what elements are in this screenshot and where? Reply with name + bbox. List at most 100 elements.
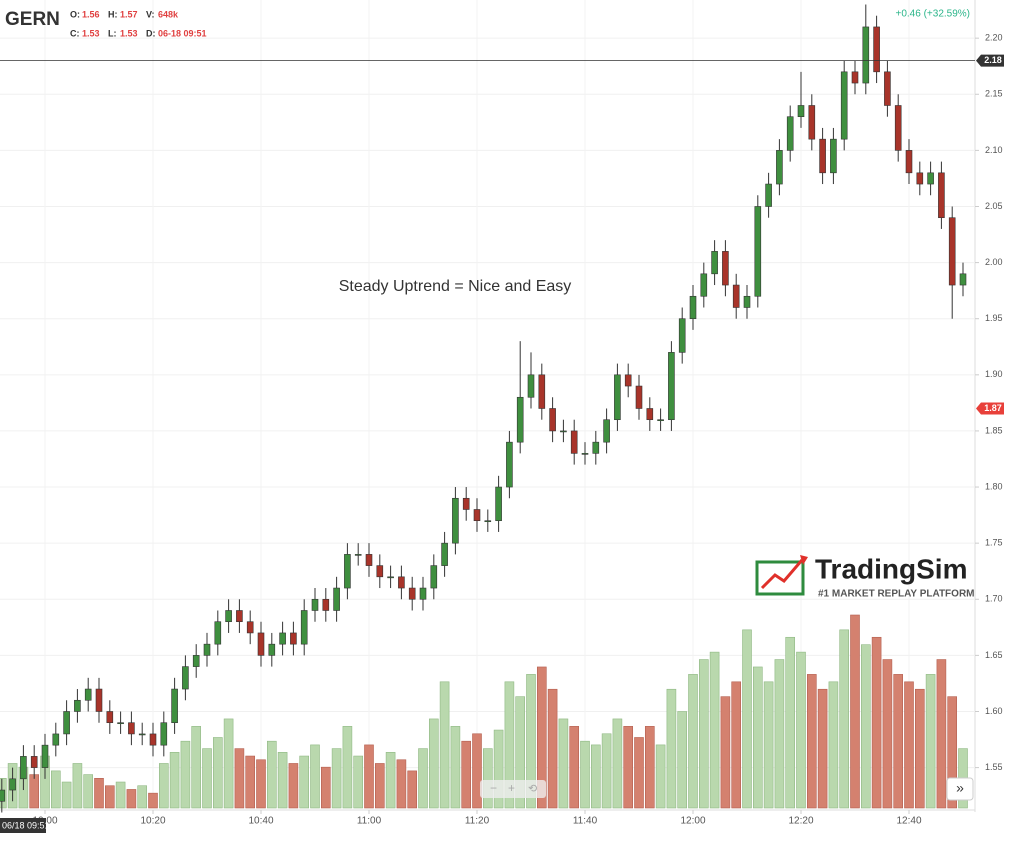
volume-bar [558,718,569,809]
candle-body [797,105,805,118]
volume-bar [482,748,493,809]
candle-body [581,453,589,455]
logo [755,555,808,596]
candle-body [873,26,880,73]
volume-bar [806,674,817,809]
zoom-reset[interactable]: ⟲ [528,783,537,795]
tagline: #1 MARKET REPLAY PLATFORM [818,589,975,600]
zoom-bar[interactable] [480,780,546,798]
volume-bar [126,789,137,809]
candle-body [624,374,632,387]
volume-bar [223,718,234,809]
candle-body [462,497,470,510]
candle-body [376,565,384,578]
candle-body [430,565,438,589]
y-tick-label: 2.05 [985,201,1003,211]
candle-body [689,295,697,320]
volume-bar [266,740,277,809]
candle-body [927,172,934,185]
volume-bar [202,748,212,809]
x-tick-label: 12:20 [788,816,813,827]
volume-bar [105,785,115,809]
ohlc-value: 1.57 [120,9,138,19]
logo-cart [755,560,805,596]
volume-bar [94,778,104,809]
candle-body [149,733,157,746]
zoom-controls[interactable]: − + ⟲ [480,780,546,798]
scroll-right-box[interactable] [946,777,974,801]
ohlc-label: O: [70,9,80,19]
volume-bar [936,659,947,809]
volume-bar [137,785,147,809]
candle-body [549,408,556,432]
y-tick-label: 1.55 [985,762,1003,772]
candle-body [279,632,286,645]
candle-body [74,699,81,712]
candle-body [884,71,891,106]
logo-arrow [760,559,804,590]
volume-bar [914,688,925,809]
candle-body [160,722,168,746]
volume-bar [50,770,61,809]
x-tick-label: 10:40 [248,816,273,827]
scroll-right-icon[interactable]: » [956,780,964,796]
volume-bar [320,766,331,809]
candle-body [128,722,135,735]
candle-body [765,183,772,207]
candle-body [214,621,222,645]
ohlc-label: C: [70,28,80,38]
candle-body [700,273,708,297]
candle-body [657,419,664,422]
candle-body [851,71,859,84]
volume-bar [256,759,266,809]
ohlc-label: L: [108,28,117,38]
candle-body [527,374,535,398]
volume-bar [115,781,126,809]
volume-bar [213,737,223,809]
volume-bar [504,681,515,809]
candle-body [192,655,200,667]
volume-bar [871,636,882,809]
candle-body [333,587,340,611]
ohlc-label: H: [108,9,118,19]
volume-bar [288,763,299,809]
candle-body [722,251,729,286]
candle-body [473,509,481,522]
volume-bar [374,763,385,809]
zoom-out[interactable]: − [490,781,497,795]
candle-body [516,396,524,443]
candle-body [95,688,103,712]
candle-body [387,576,394,579]
candle-body [106,711,114,724]
volume-bar [817,688,828,809]
candle-body [322,598,330,611]
ohlc-value: 1.53 [82,28,100,38]
volume-bar [526,674,536,809]
candle-body [41,744,49,768]
y-tick-label: 1.90 [985,369,1003,379]
candle-body [711,251,718,275]
volume-bar [245,755,255,809]
volume-bar [677,711,688,809]
volume-bar [450,726,461,809]
volume-bar [839,629,850,809]
ohlc-value: 06-18 09:51 [158,28,207,38]
candle-body [948,217,956,286]
candle-body [959,273,967,286]
candle-body [225,610,232,623]
volume-bar [234,748,245,809]
volume-bar [709,651,720,809]
volume-bar [148,792,158,809]
price-tag-label: 2.18 [984,55,1002,65]
zoom-in[interactable]: + [508,781,515,795]
ohlc-value: 1.53 [120,28,138,38]
scroll-right-button[interactable]: » [946,777,974,801]
volume-bar [828,681,839,809]
brand: TradingSim [815,553,967,584]
change: +0.46 (+32.59%) [896,9,971,20]
candle-body [916,172,924,185]
y-tick-label: 1.60 [985,706,1003,716]
volume-bar [331,748,342,809]
candle-body [268,643,276,656]
